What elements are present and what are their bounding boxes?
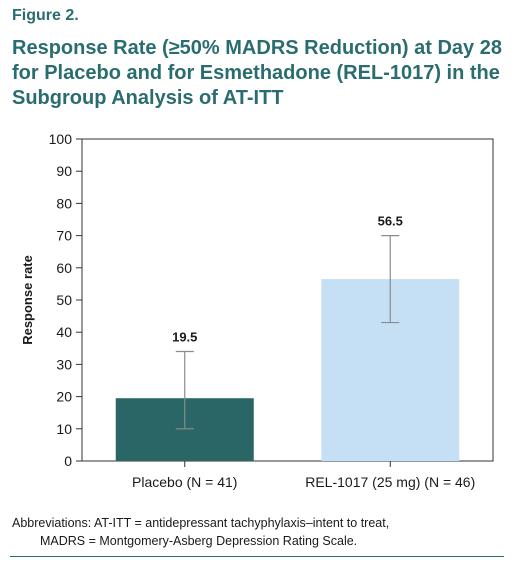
abbreviations-footnote: Abbreviations: AT-ITT = antidepressant t…	[12, 514, 507, 550]
y-tick-label: 10	[56, 421, 72, 437]
data-label: 19.5	[172, 330, 197, 345]
data-label: 56.5	[378, 214, 403, 229]
y-tick-label: 40	[56, 324, 72, 340]
y-tick-label: 20	[56, 389, 72, 405]
y-tick-label: 0	[64, 453, 72, 469]
bar-chart: 0 10 20 30 40 50 60 70 80 90 100 Response rate 19.5 P…	[20, 131, 494, 490]
y-tick-label: 60	[56, 260, 72, 276]
x-tick-label: Placebo (N = 41)	[132, 474, 237, 490]
figure-label: Figure 2.	[12, 7, 79, 24]
chart-title: Response Rate (≥50% MADRS Reduction) at …	[12, 37, 502, 109]
y-tick-label: 30	[56, 356, 72, 372]
y-tick-label: 100	[49, 131, 73, 147]
y-tick-label: 90	[56, 163, 72, 179]
x-tick-label: REL-1017 (25 mg) (N = 46)	[305, 474, 475, 490]
footnote-line-1: Abbreviations: AT-ITT = antidepressant t…	[12, 516, 390, 530]
footnote-line-2: MADRS = Montgomery-Asberg Depression Rat…	[40, 534, 358, 548]
y-tick-label: 50	[56, 292, 72, 308]
y-axis-label: Response rate	[20, 255, 35, 345]
y-tick-label: 80	[56, 195, 72, 211]
bottom-divider	[10, 556, 504, 557]
y-tick-label: 70	[56, 228, 72, 244]
